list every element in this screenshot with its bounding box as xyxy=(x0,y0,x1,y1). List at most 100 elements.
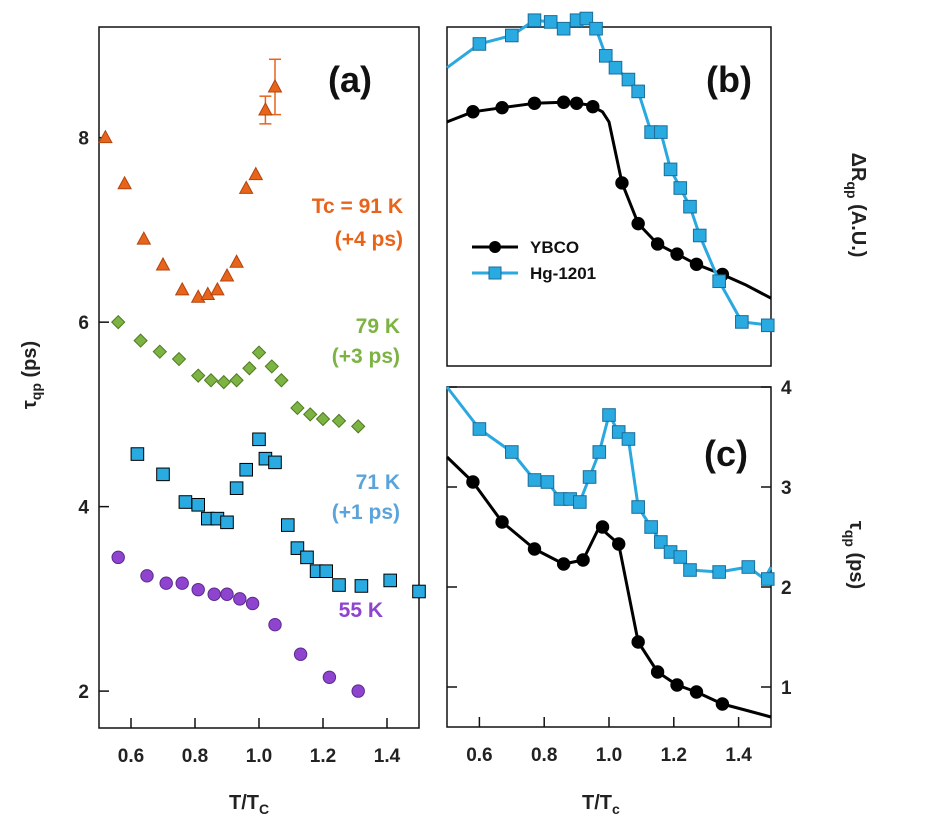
data-point xyxy=(281,518,295,532)
data-point xyxy=(540,475,555,489)
annotation-79k: 79 K xyxy=(356,315,400,338)
panel-a-xtick-label: 0.8 xyxy=(182,746,208,767)
data-point xyxy=(621,72,636,87)
panel-a-frame xyxy=(98,26,420,729)
data-point xyxy=(110,314,126,330)
annotation-91k: Tc = 91 K xyxy=(312,195,403,218)
data-point xyxy=(712,565,726,579)
panel-a-label: (a) xyxy=(328,59,372,100)
data-point xyxy=(210,281,225,296)
data-point xyxy=(663,162,678,177)
data-point xyxy=(258,101,273,116)
panel-b-marks xyxy=(446,11,775,333)
data-point xyxy=(631,216,645,231)
panel-a-xtick-label: 0.6 xyxy=(118,746,144,767)
data-point xyxy=(576,553,590,567)
data-point xyxy=(608,60,623,75)
panel-b-frame xyxy=(446,26,772,367)
data-point xyxy=(650,237,665,251)
data-point xyxy=(621,432,636,446)
panel-c: 0.6 0.8 1.0 1.2 1.4 1 2 3 4 (c) T/Tc τqp (ps) xyxy=(445,378,867,817)
panel-c-label: (c) xyxy=(704,433,748,474)
data-point xyxy=(612,537,626,551)
panel-c-ytick-label: 3 xyxy=(781,478,792,499)
data-point xyxy=(527,473,542,487)
annotation-71k: 71 K xyxy=(356,471,400,494)
data-point xyxy=(741,560,756,574)
data-point xyxy=(300,550,314,565)
panel-c-ticks: 0.6 0.8 1.0 1.2 1.4 1 2 3 4 xyxy=(447,378,792,766)
data-point xyxy=(615,176,629,190)
panel-c-xtick-label: 1.4 xyxy=(725,745,752,766)
data-point xyxy=(302,407,318,422)
data-point xyxy=(174,281,190,296)
data-point xyxy=(543,15,558,29)
data-point xyxy=(654,125,668,139)
data-point xyxy=(712,274,726,289)
data-point xyxy=(466,105,480,119)
data-point xyxy=(472,422,487,436)
data-point xyxy=(692,228,707,243)
data-point xyxy=(191,497,205,512)
panel-a-marks xyxy=(98,58,426,698)
data-point xyxy=(683,563,697,577)
data-point xyxy=(670,247,684,261)
panel-a: 0.6 0.8 1.0 1.2 1.4 2 4 6 8 (a) Tc = 91 K (+4 ps… xyxy=(19,26,426,817)
data-point xyxy=(133,333,148,348)
data-point xyxy=(495,100,509,115)
data-point xyxy=(264,359,280,374)
data-point xyxy=(233,592,247,606)
panel-a-xlabel: T/TC xyxy=(229,792,269,817)
data-point xyxy=(117,175,132,190)
panel-c-ylabel: τqp (ps) xyxy=(842,521,867,589)
panel-c-xlabel: T/Tc xyxy=(582,792,620,817)
data-point xyxy=(598,49,613,63)
data-point xyxy=(200,286,216,300)
data-point xyxy=(595,520,610,534)
data-point xyxy=(130,447,145,461)
data-point xyxy=(472,37,487,51)
data-point xyxy=(582,470,597,484)
data-point xyxy=(238,180,254,194)
data-point xyxy=(495,515,509,529)
data-point xyxy=(505,28,519,43)
data-point xyxy=(111,550,125,565)
panel-b-label: (b) xyxy=(706,59,752,100)
legend-hg-label: Hg-1201 xyxy=(530,264,596,283)
data-point xyxy=(252,432,266,447)
data-point xyxy=(350,419,366,434)
panel-c-ytick-label: 2 xyxy=(781,578,792,599)
data-point xyxy=(735,315,749,329)
panel-a-ytick-label: 2 xyxy=(78,682,89,703)
data-point xyxy=(274,373,289,388)
panel-a-ytick-label: 4 xyxy=(78,498,89,519)
data-point xyxy=(556,557,571,571)
series-line xyxy=(445,455,772,719)
data-point xyxy=(556,21,571,36)
panel-c-xtick-label: 1.2 xyxy=(661,745,687,766)
data-point xyxy=(654,535,668,549)
data-point xyxy=(569,96,584,110)
data-point xyxy=(159,576,173,590)
data-point xyxy=(220,515,234,530)
data-point xyxy=(319,564,333,578)
data-point xyxy=(156,467,170,482)
panel-a-ytick-label: 8 xyxy=(78,129,89,150)
data-point xyxy=(556,95,571,109)
data-point xyxy=(527,542,542,556)
data-point xyxy=(98,129,113,144)
panel-c-ytick-label: 1 xyxy=(781,678,792,699)
data-point xyxy=(331,413,347,429)
data-point xyxy=(190,368,206,383)
data-point xyxy=(631,84,645,99)
data-point xyxy=(689,685,704,699)
data-point xyxy=(683,199,697,214)
data-point xyxy=(290,400,305,416)
data-point xyxy=(242,361,257,376)
data-point xyxy=(589,21,603,36)
data-point xyxy=(293,647,308,661)
data-point xyxy=(239,462,253,477)
data-point xyxy=(573,495,587,509)
data-point xyxy=(155,256,171,271)
